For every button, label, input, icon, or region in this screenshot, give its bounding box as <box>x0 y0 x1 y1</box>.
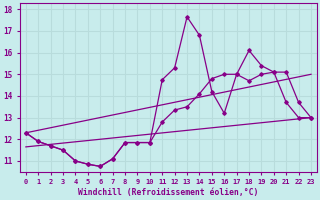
X-axis label: Windchill (Refroidissement éolien,°C): Windchill (Refroidissement éolien,°C) <box>78 188 259 197</box>
